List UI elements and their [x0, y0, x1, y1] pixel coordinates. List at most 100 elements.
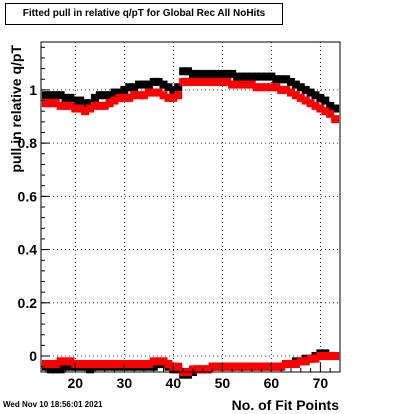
red-lower-point: [306, 354, 315, 363]
black-upper-point: [286, 77, 295, 86]
timestamp: Wed Nov 10 18:56:01 2021: [3, 400, 103, 409]
red-lower-point: [149, 357, 158, 366]
red-lower-point: [203, 365, 212, 374]
red-upper-point: [120, 93, 129, 102]
red-lower-point: [282, 360, 291, 369]
black-upper-point: [56, 91, 65, 100]
black-upper-point: [41, 91, 50, 100]
red-lower-point: [257, 362, 266, 371]
red-lower-point: [110, 360, 119, 369]
red-upper-point: [184, 77, 193, 86]
red-upper-point: [228, 80, 237, 89]
red-upper-point: [125, 93, 134, 102]
black-upper-point: [257, 72, 266, 81]
red-upper-point: [316, 104, 325, 113]
red-lower-point: [164, 360, 173, 369]
red-upper-point: [301, 96, 310, 105]
red-lower-point: [105, 360, 114, 369]
black-upper-point: [316, 93, 325, 102]
red-lower-point: [135, 360, 144, 369]
black-upper-point: [228, 69, 237, 78]
red-upper-point: [51, 99, 60, 108]
black-upper-point: [213, 69, 222, 78]
red-lower-point: [61, 357, 70, 366]
red-upper-point: [242, 80, 251, 89]
red-lower-point: [174, 362, 183, 371]
red-upper-point: [56, 101, 65, 110]
red-lower-point: [316, 352, 325, 361]
red-upper-point: [193, 77, 202, 86]
black-upper-point: [154, 77, 163, 86]
red-lower-point: [90, 360, 99, 369]
x-tick-label: 60: [264, 375, 280, 391]
red-upper-point: [41, 99, 50, 108]
black-upper-point: [247, 72, 256, 81]
black-upper-point: [144, 80, 153, 89]
black-upper-point: [139, 80, 148, 89]
red-lower-point: [272, 362, 281, 371]
black-upper-point: [267, 72, 276, 81]
red-upper-point: [321, 107, 330, 116]
red-upper-point: [139, 91, 148, 100]
red-lower-point: [76, 360, 85, 369]
red-upper-point: [218, 77, 227, 86]
red-upper-point: [223, 77, 232, 86]
black-upper-point: [301, 85, 310, 94]
red-upper-point: [86, 104, 95, 113]
black-upper-point: [110, 88, 119, 97]
black-lower-point: [56, 365, 65, 374]
red-upper-point: [76, 104, 85, 113]
black-upper-point: [203, 69, 212, 78]
red-upper-point: [272, 83, 281, 92]
red-lower-point: [51, 360, 60, 369]
black-upper-point: [115, 88, 124, 97]
red-lower-point: [144, 360, 153, 369]
black-upper-point: [272, 75, 281, 84]
black-upper-point: [291, 80, 300, 89]
black-upper-point: [262, 72, 271, 81]
red-upper-point: [100, 101, 109, 110]
red-lower-point: [115, 360, 124, 369]
black-upper-point: [242, 72, 251, 81]
y-tick-label: 0: [29, 348, 37, 364]
black-upper-point: [174, 83, 183, 92]
red-lower-point: [46, 360, 55, 369]
red-lower-point: [301, 357, 310, 366]
red-upper-point: [257, 83, 266, 92]
red-upper-point: [66, 101, 75, 110]
y-tick-label: 0.6: [18, 188, 38, 204]
red-lower-point: [228, 362, 237, 371]
black-upper-point: [252, 72, 261, 81]
red-upper-point: [90, 101, 99, 110]
x-tick-label: 40: [166, 375, 182, 391]
red-upper-point: [115, 93, 124, 102]
red-upper-point: [154, 88, 163, 97]
red-lower-point: [242, 362, 251, 371]
red-lower-point: [311, 354, 320, 363]
black-upper-point: [105, 91, 114, 100]
x-axis-label: No. of Fit Points: [232, 397, 340, 413]
black-upper-point: [233, 72, 242, 81]
black-upper-point: [326, 101, 335, 110]
black-lower-point: [86, 365, 95, 374]
black-upper-point: [120, 85, 129, 94]
red-upper-point: [208, 77, 217, 86]
black-upper-point: [179, 67, 188, 76]
red-lower-point: [81, 360, 90, 369]
red-lower-point: [125, 360, 134, 369]
black-lower-point: [66, 362, 75, 371]
red-upper-point: [247, 80, 256, 89]
red-lower-point: [233, 362, 242, 371]
red-lower-point: [286, 360, 295, 369]
y-tick-label: 0.4: [18, 242, 38, 258]
black-upper-point: [311, 91, 320, 100]
black-upper-point: [149, 77, 158, 86]
red-lower-point: [326, 352, 335, 361]
data-points: [41, 67, 340, 379]
red-upper-point: [296, 93, 305, 102]
black-upper-point: [282, 75, 291, 84]
y-axis-label: pull in relative q/pT: [8, 45, 24, 173]
red-lower-point: [247, 362, 256, 371]
red-upper-point: [188, 77, 197, 86]
